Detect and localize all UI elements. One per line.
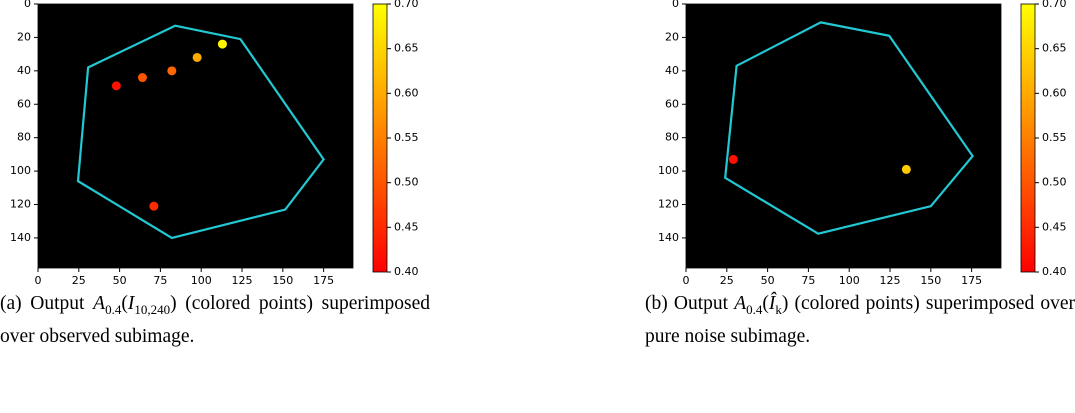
x-tick-label: 25	[720, 274, 734, 287]
caption-subscript: 0.4	[105, 301, 122, 317]
x-tick-label: 75	[153, 274, 167, 287]
polygon	[724, 21, 974, 235]
y-tick-label: 40	[17, 64, 31, 77]
x-tick-label: 50	[761, 274, 775, 287]
caption-text: (	[762, 293, 769, 314]
caption-text: ) (colored points) superimposed over obs…	[0, 293, 430, 347]
x-tick-label: 125	[232, 274, 253, 287]
y-tick-label: 20	[665, 30, 679, 43]
colorbar-tick-label: 0.45	[1042, 220, 1067, 233]
colorbar-tick-label: 0.70	[1042, 0, 1067, 10]
x-tick-label: 175	[961, 274, 982, 287]
colorbar-tick-label: 0.60	[394, 86, 419, 99]
x-tick-label: 150	[920, 274, 941, 287]
axes-frame	[37, 3, 354, 269]
caption-math: I	[127, 293, 135, 314]
colorbar-tick-label: 0.40	[394, 265, 419, 278]
caption-text: (a) Output	[0, 293, 94, 314]
y-tick-label: 0	[672, 0, 679, 10]
x-tick-label: 0	[683, 274, 690, 287]
point	[901, 164, 911, 174]
colorbar-tick-label: 0.65	[1042, 42, 1067, 55]
point	[217, 39, 227, 49]
y-tick-label: 20	[17, 30, 31, 43]
y-tick-label: 120	[658, 198, 679, 211]
colorbar-tick-label: 0.50	[1042, 176, 1067, 189]
y-tick-label: 40	[665, 64, 679, 77]
caption-text: (	[121, 293, 128, 314]
colorbar	[1020, 3, 1036, 273]
y-tick-label: 120	[10, 198, 31, 211]
x-tick-label: 100	[191, 274, 212, 287]
point	[149, 201, 159, 211]
y-tick-label: 60	[665, 97, 679, 110]
y-tick-label: 100	[658, 164, 679, 177]
x-tick-label: 150	[272, 274, 293, 287]
caption-text: ) (colored points) superimposed over pur…	[645, 293, 1075, 347]
point	[137, 73, 147, 83]
point	[111, 81, 121, 91]
y-tick-label: 100	[10, 164, 31, 177]
x-tick-label: 25	[72, 274, 86, 287]
point	[167, 66, 177, 76]
point	[192, 52, 202, 62]
polygon	[76, 24, 325, 240]
x-tick-label: 175	[313, 274, 334, 287]
x-tick-label: 75	[801, 274, 815, 287]
caption-subscript: 10,240	[134, 301, 171, 317]
caption-math: A	[93, 293, 106, 314]
caption-subscript: 0.4	[746, 301, 763, 317]
y-tick-label: 140	[10, 231, 31, 244]
caption-a: (a) Output A0.4(I10,240) (colored points…	[0, 290, 430, 350]
figure-b: 0 25 50 75 100 125 150 175 0 20 40 60 80 100 120 140 0.4…	[658, 0, 1067, 287]
caption-b: (b) Output A0.4(Îk) (colored points) sup…	[645, 290, 1075, 350]
colorbar-tick-label: 0.50	[394, 176, 419, 189]
caption-math: Î	[768, 293, 776, 314]
caption-math: A	[734, 293, 747, 314]
y-tick-label: 80	[17, 131, 31, 144]
y-tick-label: 0	[24, 0, 31, 10]
colorbar-tick-label: 0.55	[394, 131, 419, 144]
colorbar-tick-label: 0.45	[394, 220, 419, 233]
x-tick-label: 100	[839, 274, 860, 287]
x-tick-label: 50	[113, 274, 127, 287]
y-tick-label: 60	[17, 97, 31, 110]
caption-text: (b) Output	[645, 293, 735, 314]
colorbar-tick-label: 0.70	[394, 0, 419, 10]
figure-a: 0 25 50 75 100 125 150 175 0 20 40 60 80 100 120 140 0.4…	[10, 0, 419, 287]
colorbar-tick-label: 0.65	[394, 42, 419, 55]
noise-image	[686, 4, 1001, 268]
point	[728, 154, 738, 164]
colorbar	[372, 3, 388, 273]
x-tick-label: 0	[35, 274, 42, 287]
noise-image	[38, 4, 353, 268]
colorbar-tick-label: 0.55	[1042, 131, 1067, 144]
colorbar-tick-label: 0.40	[1042, 265, 1067, 278]
axes-frame	[685, 3, 1002, 269]
x-tick-label: 125	[880, 274, 901, 287]
colorbar-tick-label: 0.60	[1042, 86, 1067, 99]
y-tick-label: 140	[658, 231, 679, 244]
caption-subscript: k	[775, 301, 782, 317]
y-tick-label: 80	[665, 131, 679, 144]
